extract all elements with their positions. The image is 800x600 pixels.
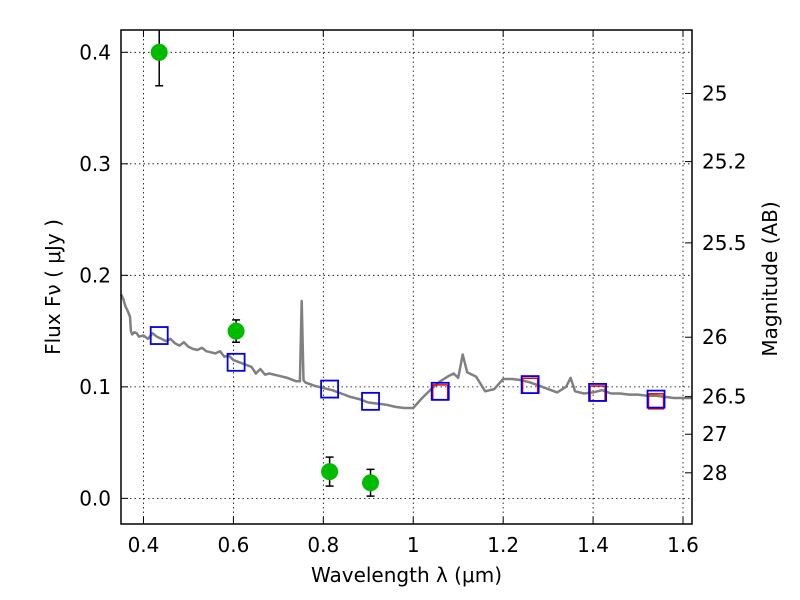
y-axis: 0.0 0.1 0.2 0.3 0.4 (79, 40, 128, 510)
plot-frame (120, 29, 693, 525)
observed-point (321, 463, 339, 481)
right-magnitude-axis: 25 25.2 25.5 26 26.5 27 28 (685, 81, 747, 485)
x-axis: 0.4 0.6 0.8 1 1.2 1.4 1.6 (128, 30, 699, 557)
model-blue-square (320, 379, 340, 399)
model-photometry-layer (149, 326, 666, 411)
grid (121, 30, 692, 524)
y-tick-label: 0.3 (79, 152, 111, 176)
observed-point (227, 322, 245, 340)
right-tick-label: 25.2 (702, 150, 747, 174)
model-red-square (647, 393, 665, 410)
y-tick-label: 0.4 (79, 40, 111, 64)
model-blue-square (520, 375, 540, 395)
right-tick-label: 26 (702, 325, 727, 349)
y-tick-label: 0.1 (79, 375, 111, 399)
right-tick-label: 27 (702, 422, 727, 446)
observed-point (362, 474, 380, 492)
model-blue-square (226, 352, 246, 372)
observed-point (150, 43, 168, 61)
right-tick-label: 28 (702, 461, 727, 485)
model-blue-square (361, 391, 380, 411)
x-tick-label: 1.6 (667, 533, 699, 557)
y-axis-label: Flux Fν ( μJy ) (41, 219, 65, 355)
sed-layer (119, 293, 692, 410)
y-tick-label: 0.2 (79, 263, 111, 287)
right-axis-label: Magnitude (AB) (758, 201, 782, 356)
model-blue-square (149, 326, 169, 345)
x-tick-label: 1.4 (577, 533, 609, 557)
x-tick-label: 0.4 (128, 533, 160, 557)
y-tick-label: 0.0 (79, 486, 111, 510)
x-tick-label: 0.8 (307, 533, 339, 557)
right-tick-label: 25.5 (702, 231, 747, 255)
x-tick-label: 0.6 (217, 533, 249, 557)
model-blue-square (646, 389, 666, 409)
x-tick-label: 1.2 (487, 533, 519, 557)
model-blue-square (588, 383, 607, 402)
model-blue-square (430, 381, 450, 401)
x-tick-label: 1 (407, 533, 420, 557)
observed-photometry-layer (150, 30, 380, 497)
sed-line (119, 293, 692, 410)
right-tick-label: 26.5 (702, 385, 747, 409)
right-tick-label: 25 (702, 81, 727, 105)
x-axis-label: Wavelength λ (μm) (311, 563, 502, 587)
